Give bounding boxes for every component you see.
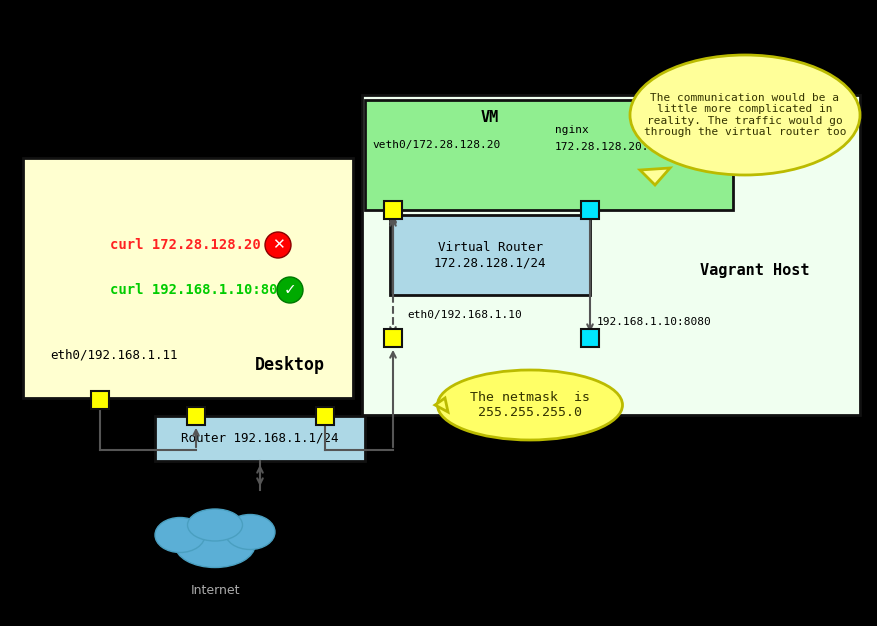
Text: Router 192.168.1.1/24: Router 192.168.1.1/24 [182, 431, 339, 444]
Text: 192.168.1.10:8080: 192.168.1.10:8080 [597, 317, 712, 327]
FancyBboxPatch shape [155, 416, 365, 461]
Text: Desktop: Desktop [255, 356, 325, 374]
Text: eth0/192.168.1.10: eth0/192.168.1.10 [407, 310, 522, 320]
Text: The communication would be a
little more complicated in
reality. The traffic wou: The communication would be a little more… [644, 93, 846, 137]
Ellipse shape [155, 518, 205, 553]
Bar [316, 407, 334, 425]
Bar [581, 201, 599, 219]
Bar [384, 329, 402, 347]
Circle shape [277, 277, 303, 303]
Bar [187, 407, 205, 425]
Bar [581, 329, 599, 347]
Text: Internet: Internet [190, 583, 239, 597]
Ellipse shape [630, 55, 860, 175]
FancyBboxPatch shape [390, 215, 590, 295]
Bar [91, 391, 109, 409]
Text: curl 172.28.128.20: curl 172.28.128.20 [110, 238, 260, 252]
FancyBboxPatch shape [362, 95, 860, 415]
Polygon shape [435, 398, 448, 412]
Ellipse shape [175, 523, 255, 568]
Ellipse shape [188, 509, 243, 541]
Text: veth0/172.28.128.20: veth0/172.28.128.20 [372, 140, 500, 150]
Circle shape [265, 232, 291, 258]
Text: nginx: nginx [555, 125, 588, 135]
Text: Virtual Router
172.28.128.1/24: Virtual Router 172.28.128.1/24 [434, 241, 546, 269]
Polygon shape [640, 168, 670, 185]
Text: ✓: ✓ [283, 282, 296, 297]
Text: eth0/192.168.1.11: eth0/192.168.1.11 [50, 349, 177, 361]
Ellipse shape [438, 370, 623, 440]
Text: The netmask  is
255.255.255.0: The netmask is 255.255.255.0 [470, 391, 590, 419]
FancyBboxPatch shape [23, 158, 353, 398]
Text: Vagrant Host: Vagrant Host [700, 262, 809, 277]
Text: curl 192.168.1.10:8080: curl 192.168.1.10:8080 [110, 283, 295, 297]
FancyBboxPatch shape [365, 100, 733, 210]
Text: VM: VM [481, 110, 499, 125]
Text: 172.28.128.20:80: 172.28.128.20:80 [555, 142, 663, 152]
Ellipse shape [225, 515, 275, 550]
Bar [384, 201, 402, 219]
Text: ✕: ✕ [272, 237, 284, 252]
